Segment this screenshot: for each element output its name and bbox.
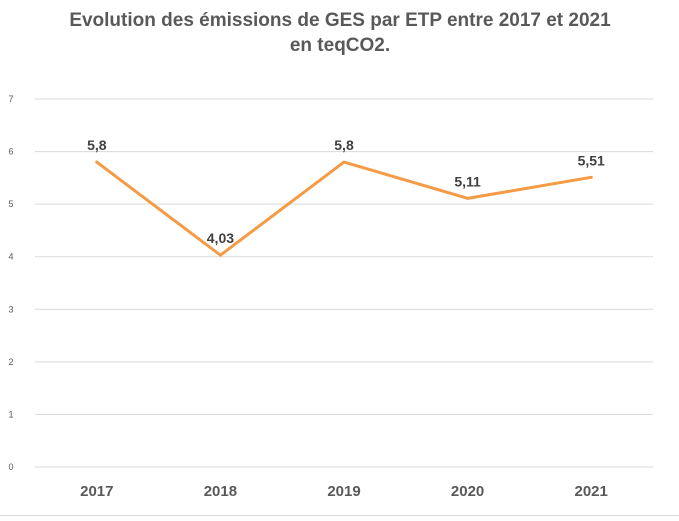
x-tick-label: 2017 bbox=[80, 483, 113, 500]
data-labels: 5,8 4,03 5,8 5,11 5,51 bbox=[87, 137, 605, 246]
y-tick-label: 6 bbox=[8, 147, 13, 157]
data-point bbox=[218, 253, 222, 257]
data-point bbox=[342, 160, 346, 164]
data-point bbox=[589, 175, 593, 179]
data-label: 4,03 bbox=[207, 230, 234, 246]
x-tick-label: 2021 bbox=[575, 483, 608, 500]
x-tick-label: 2020 bbox=[451, 483, 484, 500]
x-axis-ticks: 2017 2018 2019 2020 2021 bbox=[80, 483, 608, 500]
x-tick-label: 2018 bbox=[204, 483, 237, 500]
y-tick-label: 3 bbox=[8, 304, 13, 314]
bottom-divider bbox=[0, 515, 679, 516]
data-label: 5,51 bbox=[578, 152, 605, 168]
data-label: 5,8 bbox=[334, 137, 354, 153]
chart-title: Evolution des émissions de GES par ETP e… bbox=[69, 10, 611, 56]
y-tick-label: 5 bbox=[8, 199, 13, 209]
series-line bbox=[95, 160, 593, 257]
data-label: 5,11 bbox=[454, 173, 481, 189]
x-tick-label: 2019 bbox=[327, 483, 360, 500]
y-tick-label: 2 bbox=[8, 357, 13, 367]
y-tick-label: 0 bbox=[8, 462, 13, 472]
y-axis-ticks: 0 1 2 3 4 5 6 7 bbox=[8, 94, 13, 472]
series-line-group bbox=[95, 160, 593, 257]
y-tick-label: 7 bbox=[8, 94, 13, 104]
gridlines bbox=[35, 98, 653, 468]
y-tick-label: 4 bbox=[8, 252, 13, 262]
y-tick-label: 1 bbox=[8, 409, 13, 419]
data-point bbox=[95, 160, 99, 164]
data-point bbox=[466, 196, 470, 200]
data-label: 5,8 bbox=[87, 137, 107, 153]
